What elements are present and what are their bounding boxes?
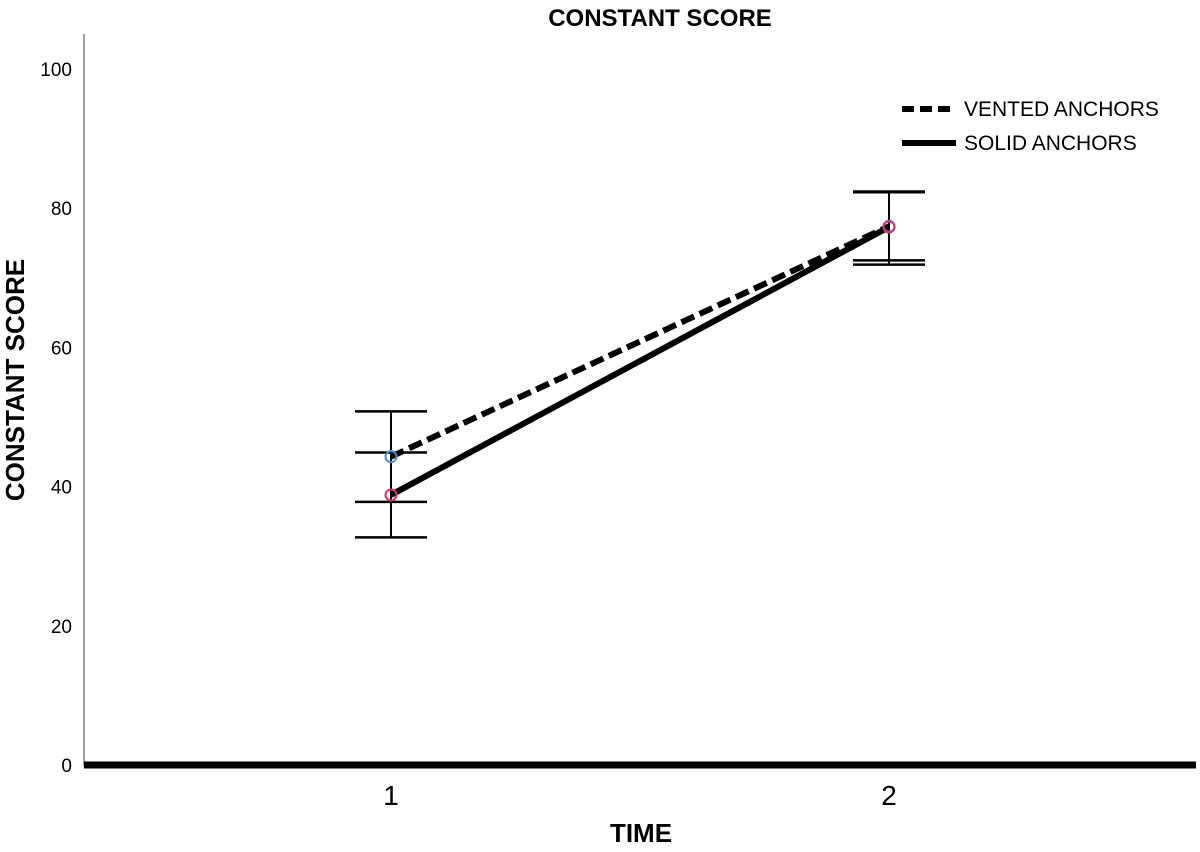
y-tick-label: 0 <box>61 756 72 777</box>
x-tick-label: 1 <box>383 780 399 811</box>
legend-label-vented: VENTED ANCHORS <box>964 98 1159 121</box>
legend: VENTED ANCHORS SOLID ANCHORS <box>902 98 1159 155</box>
x-tick-label: 2 <box>881 780 897 811</box>
series-line <box>389 224 891 498</box>
y-tick-label: 40 <box>51 478 72 499</box>
data-point <box>384 450 398 464</box>
plot-area <box>355 190 925 539</box>
y-tick-label: 80 <box>51 199 72 220</box>
y-tick-label: 100 <box>40 60 72 81</box>
y-axis-ticks: 0 20 40 60 80 100 <box>40 60 72 777</box>
data-point <box>384 488 398 502</box>
data-point <box>882 220 896 234</box>
chart-title: CONSTANT SCORE <box>548 5 772 32</box>
y-tick-label: 60 <box>51 338 72 359</box>
x-axis-title: TIME <box>610 818 672 848</box>
legend-label-solid: SOLID ANCHORS <box>964 132 1137 155</box>
y-tick-label: 20 <box>51 617 72 638</box>
y-axis-title: CONSTANT SCORE <box>0 259 30 501</box>
series-line <box>389 223 891 460</box>
